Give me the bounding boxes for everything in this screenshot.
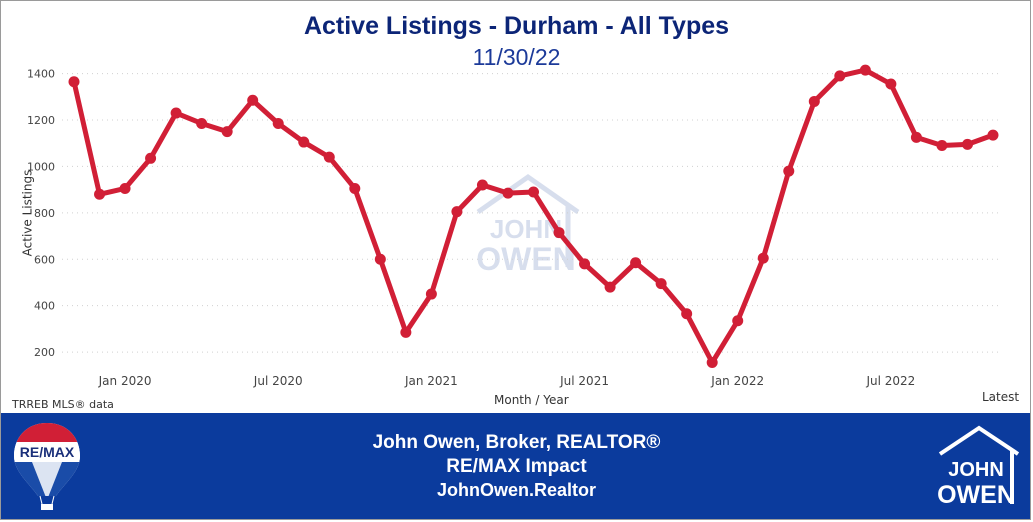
data-point — [783, 165, 795, 177]
remax-balloon-logo: RE/MAX — [14, 423, 80, 510]
data-point — [94, 188, 106, 200]
x-tick-label: Jul 2020 — [253, 374, 303, 388]
data-point — [145, 152, 157, 164]
data-point — [885, 78, 897, 90]
data-point — [323, 151, 335, 163]
series-active-listings — [68, 64, 999, 369]
data-point — [834, 70, 846, 82]
y-tick-label: 1200 — [27, 114, 55, 127]
data-point — [757, 252, 769, 264]
data-point — [425, 288, 437, 300]
data-point — [604, 281, 616, 293]
y-tick-label: 600 — [34, 253, 55, 266]
series-line — [71, 67, 994, 366]
data-point — [221, 126, 233, 138]
data-point — [910, 131, 922, 143]
data-point — [374, 253, 386, 265]
source-note: TRREB MLS® data — [12, 398, 114, 411]
line-chart: 200 400 600 800 1000 1200 1400 Jan 2020 Jul 202… — [27, 64, 999, 388]
data-point — [808, 95, 820, 107]
x-tick-label: Jan 2021 — [404, 374, 458, 388]
data-point — [681, 308, 693, 320]
y-axis-ticks: 200 400 600 800 1000 1200 1400 — [27, 68, 55, 359]
data-point — [502, 187, 514, 199]
y-tick-label: 1000 — [27, 160, 55, 173]
data-point — [706, 357, 718, 369]
data-point — [476, 179, 488, 191]
svg-text:JOHN: JOHN — [948, 459, 1004, 481]
x-tick-label: Jul 2021 — [559, 374, 609, 388]
data-point — [961, 138, 973, 150]
data-point — [528, 186, 539, 198]
svg-text:RE/MAX: RE/MAX — [20, 444, 75, 460]
x-axis-label: Month / Year — [494, 393, 569, 407]
data-point — [655, 278, 667, 290]
x-tick-latest: Latest — [982, 390, 1020, 404]
footer-banner — [1, 413, 1030, 519]
data-point — [196, 117, 208, 129]
data-point — [630, 257, 642, 269]
data-point — [247, 94, 259, 106]
data-point — [119, 182, 131, 194]
data-point — [579, 258, 591, 270]
data-point — [451, 206, 463, 218]
data-point — [400, 326, 412, 338]
data-point — [553, 227, 565, 239]
data-point — [732, 315, 744, 327]
gridlines — [62, 73, 998, 353]
y-tick-label: 200 — [34, 346, 55, 359]
data-point — [298, 136, 310, 148]
chart-subtitle: 11/30/22 — [472, 44, 561, 70]
x-tick-label: Jan 2020 — [98, 374, 152, 388]
data-point — [987, 129, 999, 141]
footer-agent-name: John Owen, Broker, REALTOR® — [372, 432, 661, 453]
footer-brokerage: RE/MAX Impact — [446, 456, 587, 477]
footer-website: JohnOwen.Realtor — [436, 480, 597, 500]
john-owen-logo: JOHN OWEN — [937, 425, 1020, 508]
x-axis-ticks: Jan 2020 Jul 2020 Jan 2021 Jul 2021 Jan 2022… — [98, 374, 916, 388]
y-axis-label: Active Listings — [20, 169, 35, 257]
y-tick-label: 1400 — [27, 68, 55, 81]
chart-title: Active Listings - Durham - All Types — [303, 12, 730, 40]
y-tick-label: 400 — [34, 300, 55, 313]
y-tick-label: 800 — [34, 207, 55, 220]
data-point — [170, 107, 182, 119]
x-tick-label: Jan 2022 — [710, 374, 764, 388]
data-point — [349, 182, 361, 194]
x-tick-label: Jul 2022 — [865, 374, 915, 388]
data-point — [936, 140, 948, 152]
data-point — [68, 76, 80, 88]
data-point — [272, 117, 284, 129]
svg-text:OWEN: OWEN — [937, 481, 1015, 508]
data-point — [859, 64, 871, 76]
